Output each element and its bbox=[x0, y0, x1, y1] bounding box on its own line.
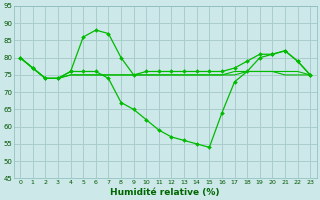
X-axis label: Humidité relative (%): Humidité relative (%) bbox=[110, 188, 220, 197]
